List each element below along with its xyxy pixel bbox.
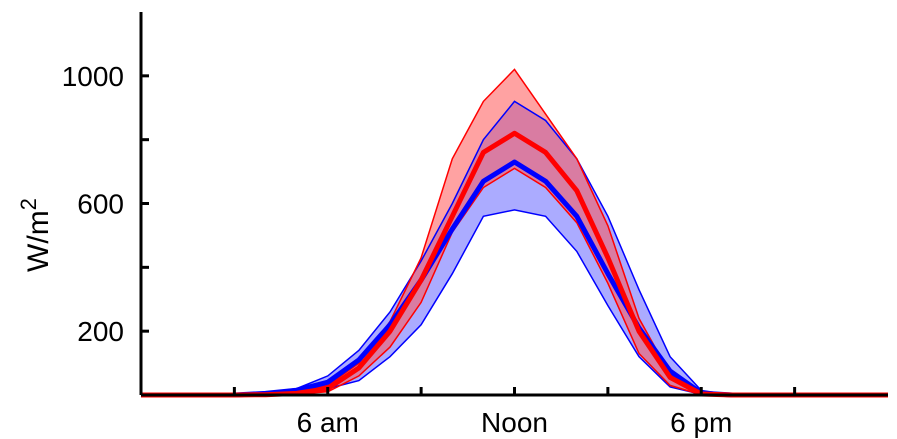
series-1-lower-edge [141,209,888,396]
x-tick-label: 6 am [297,407,359,438]
y-axis-tick-labels: 200 600 1000 [62,61,124,347]
y-tick-label: 1000 [62,61,124,92]
y-tick-label: 600 [77,189,124,220]
y-axis-ticks [141,74,149,333]
y-axis-title: W/m2 [16,198,55,272]
uncertainty-bands [141,69,888,396]
y-axis-title-text: W/m [22,210,55,272]
y-tick-label: 200 [77,316,124,347]
x-tick-label: Noon [481,407,548,438]
y-axis-title-superscript: 2 [16,198,41,210]
axes: 6 am Noon 6 pm 200 600 1000 [62,12,888,438]
series-2-band [141,69,888,396]
x-tick-label: 6 pm [670,407,732,438]
x-axis-tick-labels: 6 am Noon 6 pm [297,407,733,438]
x-axis-ticks [232,387,797,395]
